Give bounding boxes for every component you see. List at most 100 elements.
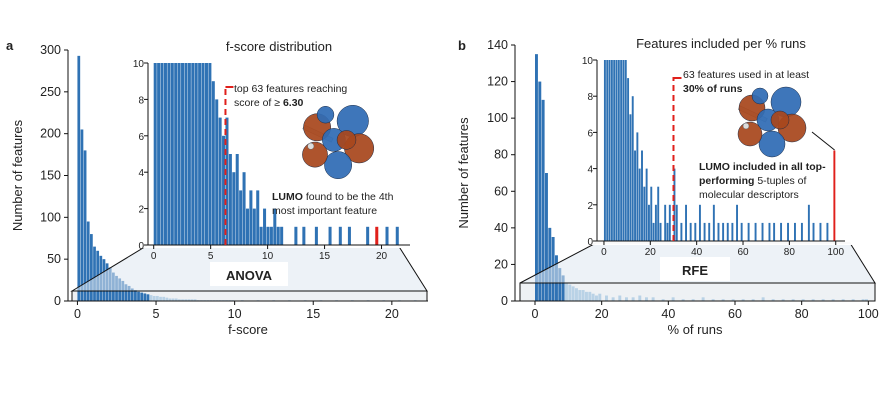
- a-inset-ytick-2: 4: [138, 168, 144, 179]
- b-main-xtick-2: 40: [661, 307, 675, 321]
- b-main-bar-42: [801, 299, 805, 301]
- b-orbital-atom: [742, 122, 750, 130]
- a-inset-bar-16: [208, 63, 212, 245]
- b-main-bar-33: [711, 299, 715, 301]
- b-inset-bar-48: [773, 222, 776, 241]
- a-inset-bar-6: [174, 63, 178, 245]
- b-main-bar-34: [721, 299, 725, 301]
- b-inset-bar-39: [722, 222, 725, 241]
- b-inset-bar-14: [636, 132, 639, 241]
- a-inset-bar-46: [385, 226, 389, 245]
- b-inset-ytick-2: 4: [587, 165, 593, 176]
- b-inset-bar-20: [650, 186, 653, 241]
- b-inset-bar-23: [657, 186, 660, 241]
- a-inset-bar-14: [201, 63, 205, 245]
- b-main-bar-23: [625, 297, 628, 301]
- a-inset-xtick-4: 20: [376, 251, 388, 262]
- a-inset-bar-33: [266, 226, 270, 245]
- a-inset-bar-13: [198, 63, 202, 245]
- b-threshold-label-2: 30% of runs: [683, 83, 743, 95]
- a-inset-bar-42: [338, 226, 342, 245]
- b-inset-bar-27: [668, 204, 671, 241]
- a-inset-bar-21: [225, 117, 229, 245]
- a-inset-bar-36: [276, 226, 280, 245]
- a-main-bar-33: [181, 299, 184, 301]
- a-inset-bar-37: [280, 226, 284, 245]
- b-inset-bar-36: [708, 222, 711, 241]
- a-main-ytick-2: 100: [40, 210, 61, 224]
- a-main-xtick-3: 15: [306, 307, 320, 321]
- a-main-ytick-5: 250: [40, 85, 61, 99]
- a-inset-bar-0: [153, 63, 157, 245]
- a-inset-bar-38: [294, 226, 298, 245]
- a-inset-xtick-0: 0: [151, 251, 157, 262]
- a-inset-bar-28: [249, 190, 253, 245]
- b-main-ytick-4: 80: [494, 148, 508, 162]
- b-inset-bar-49: [780, 222, 783, 241]
- b-orbital-lobe-3: [758, 130, 786, 158]
- b-inset-bar-6: [617, 60, 620, 241]
- a-inset-bar-4: [167, 63, 171, 245]
- b-main-ytick-1: 20: [494, 257, 508, 271]
- b-main-ytick-2: 40: [494, 221, 508, 235]
- b-inset-bar-16: [641, 150, 643, 241]
- b-inset-ytick-1: 2: [587, 201, 593, 212]
- b-main-bar-10: [568, 284, 572, 301]
- lumo-orbital-illustration-b: [737, 86, 807, 158]
- b-main-ytick-3: 60: [494, 184, 508, 198]
- b-main-bar-21: [611, 297, 615, 301]
- a-inset-bar-10: [187, 63, 191, 245]
- a-main-bar-3: [86, 221, 90, 301]
- b-main-bar-49: [865, 299, 868, 301]
- b-inset-bar-42: [736, 204, 738, 241]
- b-main-bar-35: [731, 299, 735, 301]
- a-inset-ytick-0: 0: [138, 241, 144, 252]
- b-main-bar-4: [548, 227, 552, 301]
- a-main-bar-2: [83, 150, 87, 301]
- b-main-ytick-5: 100: [487, 111, 508, 125]
- a-inset-bar-15: [204, 63, 208, 245]
- b-inset-bar-52: [800, 222, 803, 241]
- a-lumo-annotation-1: LUMO found to be the 4th: [272, 191, 394, 203]
- b-main-bar-12: [575, 288, 578, 301]
- b-inset-bar-3: [610, 60, 613, 241]
- b-inset-bar-25: [664, 204, 667, 241]
- a-main-bar-28: [165, 297, 169, 301]
- b-inset-bar-44: [747, 222, 750, 241]
- a-inset-bar-23: [232, 172, 236, 245]
- b-inset-bar-26: [666, 222, 669, 241]
- a-main-bar-30: [171, 298, 175, 301]
- b-threshold-label-1: 63 features used in at least: [683, 69, 809, 81]
- lumo-orbital-illustration-a: [302, 105, 375, 180]
- b-inset-bar-30: [680, 222, 683, 241]
- a-inset-bar-47: [395, 226, 399, 245]
- b-lumo-annotation-2: performing 5-tuples of: [699, 175, 806, 187]
- a-main-bar-17: [130, 288, 134, 301]
- b-inset-bar-9: [624, 60, 627, 241]
- b-inset-bar-18: [645, 168, 648, 241]
- b-main-xlabel: % of runs: [668, 322, 723, 337]
- b-main-bar-45: [831, 299, 835, 301]
- a-main-bar-36: [190, 299, 194, 301]
- a-main-ytick-4: 200: [40, 127, 61, 141]
- b-main-bar-8: [561, 275, 565, 301]
- a-main-bar-1: [80, 129, 84, 301]
- a-main-xtick-2: 10: [228, 307, 242, 321]
- a-main-ytick-1: 50: [47, 252, 61, 266]
- a-inset-bar-26: [242, 172, 246, 245]
- b-inset-bar-31: [685, 204, 687, 241]
- a-main-xtick-1: 5: [153, 307, 160, 321]
- b-main-bar-2: [541, 99, 545, 301]
- a-main-bar-37: [193, 299, 197, 301]
- b-inset-bar-35: [703, 222, 706, 241]
- a-main-bar-31: [174, 298, 178, 301]
- b-main-bar-36: [741, 299, 745, 301]
- b-orbital-lobe-7: [751, 87, 769, 105]
- b-main-xtick-0: 0: [532, 307, 539, 321]
- b-main-bar-24: [631, 297, 635, 301]
- b-inset-bar-15: [638, 168, 641, 241]
- b-inset-bar-32: [689, 222, 692, 241]
- b-main-bar-44: [821, 299, 825, 301]
